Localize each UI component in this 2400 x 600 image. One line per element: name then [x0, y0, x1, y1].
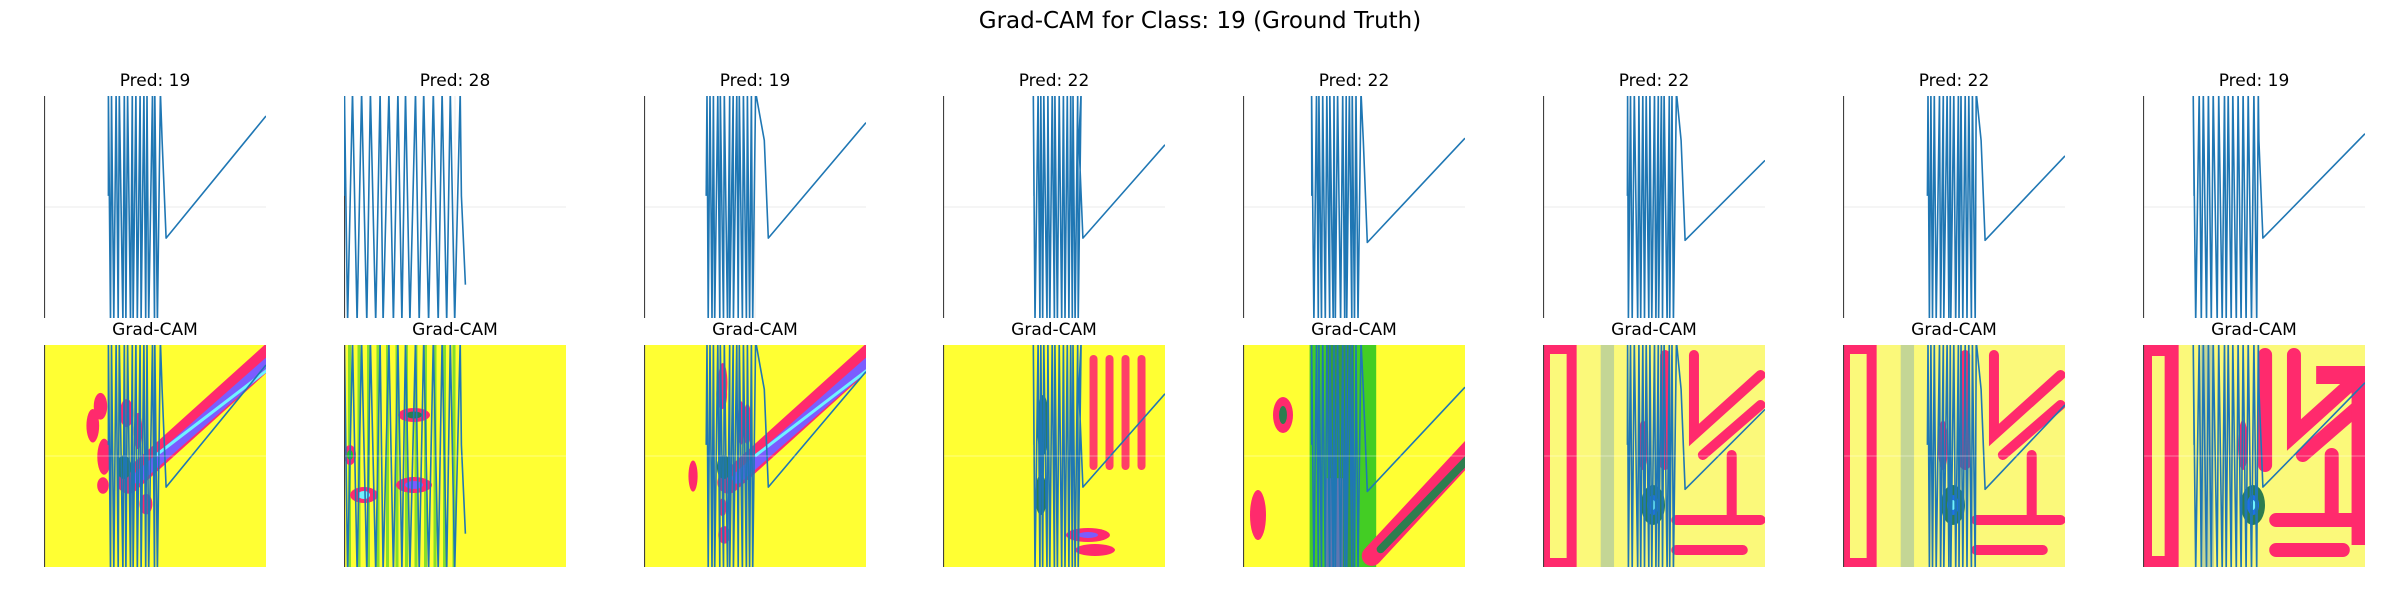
heat-ridge: [2258, 348, 2365, 472]
gradcam-heatmap: [344, 345, 566, 567]
gradcam-heatmap: [1543, 345, 1765, 567]
signal-panel: [1243, 96, 1465, 318]
gradcam-title: Grad-CAM: [112, 320, 198, 340]
heat-blob: [358, 491, 370, 499]
signal-panel: [943, 96, 1165, 318]
prediction-title: Pred: 19: [2218, 71, 2290, 91]
signal-line: [344, 96, 467, 318]
gradcam-heatmap: [1243, 345, 1465, 567]
signal-plot: [2143, 96, 2365, 318]
gradcam-panel: [1243, 345, 1465, 567]
gradcam-title: Grad-CAM: [1611, 320, 1697, 340]
heat-band-core: [1376, 456, 1465, 554]
gradcam-panel: [44, 345, 266, 567]
signal-panel: [2143, 96, 2365, 318]
prediction-title: Pred: 19: [719, 71, 791, 91]
signal-plot: [1543, 96, 1765, 318]
prediction-title: Pred: 19: [119, 71, 191, 91]
prediction-title: Pred: 22: [1018, 71, 1090, 91]
gradcam-title: Grad-CAM: [1911, 320, 1997, 340]
heat-column: [1089, 355, 1098, 470]
gradcam-title: Grad-CAM: [412, 320, 498, 340]
signal-panel: [344, 96, 566, 318]
gradcam-heatmap: [644, 345, 866, 567]
heat-blob: [1078, 532, 1098, 538]
gradcam-title: Grad-CAM: [1011, 320, 1097, 340]
signal-panel: [644, 96, 866, 318]
figure-title: Grad-CAM for Class: 19 (Ground Truth): [978, 8, 1422, 34]
gradcam-heatmap: [1843, 345, 2065, 567]
heat-blob: [2238, 420, 2248, 470]
heat-blob: [1075, 544, 1115, 556]
heat-column: [1121, 355, 1130, 470]
heat-blob: [86, 408, 100, 443]
gradcam-heatmap: [2143, 345, 2365, 567]
heat-ridge: [2316, 366, 2365, 545]
gradcam-panel: [644, 345, 866, 567]
gradcam-title: Grad-CAM: [712, 320, 798, 340]
gradcam-title: Grad-CAM: [2211, 320, 2297, 340]
prediction-title: Pred: 22: [1618, 71, 1690, 91]
heat-band-peak: [754, 369, 866, 458]
gradcam-title: Grad-CAM: [1311, 320, 1397, 340]
gradcam-panel: [1543, 345, 1765, 567]
signal-panel: [44, 96, 266, 318]
gradcam-panel: [943, 345, 1165, 567]
heat-column: [1137, 355, 1146, 470]
heat-blob: [688, 460, 698, 492]
signal-plot: [1243, 96, 1465, 318]
heat-blob: [1279, 406, 1287, 424]
gradcam-panel: [344, 345, 566, 567]
gradcam-heatmap: [943, 345, 1165, 567]
signal-panel: [1843, 96, 2065, 318]
heat-blob: [1250, 490, 1266, 540]
heat-blob: [97, 438, 111, 475]
heat-ridge: [1971, 450, 2065, 555]
heat-ridge: [2269, 448, 2365, 557]
heat-ridge: [1671, 450, 1765, 555]
signal-plot: [1843, 96, 2065, 318]
prediction-title: Pred: 22: [1318, 71, 1390, 91]
heat-column: [1105, 355, 1114, 470]
prediction-title: Pred: 22: [1918, 71, 1990, 91]
gradcam-heatmap: [44, 345, 266, 567]
heat-blob: [97, 477, 109, 494]
signal-plot: [344, 96, 566, 318]
gradcam-panel: [1843, 345, 2065, 567]
signal-plot: [644, 96, 866, 318]
prediction-title: Pred: 28: [419, 71, 491, 91]
signal-plot: [44, 96, 266, 318]
heat-blob: [1035, 475, 1047, 515]
heat-blob: [93, 392, 108, 420]
signal-panel: [1543, 96, 1765, 318]
gradcam-panel: [2143, 345, 2365, 567]
signal-plot: [943, 96, 1165, 318]
